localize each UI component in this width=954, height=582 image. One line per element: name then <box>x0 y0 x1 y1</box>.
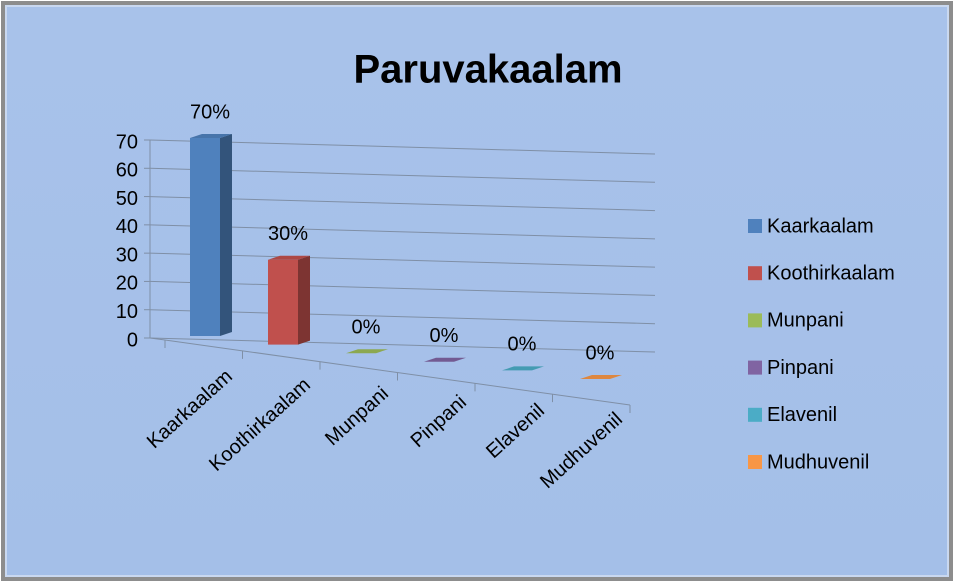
bar-top <box>502 366 544 371</box>
y-tick-label: 10 <box>116 301 138 323</box>
grid-line <box>149 252 656 268</box>
data-label: 0% <box>508 334 537 356</box>
legend-label: Pinpani <box>767 357 834 379</box>
bar-side <box>220 134 232 336</box>
grid-line <box>149 337 656 353</box>
bar <box>190 138 220 336</box>
legend-swatch <box>748 360 762 375</box>
grid-line <box>149 280 656 296</box>
y-tick-label: 60 <box>116 160 138 182</box>
chart-title: Paruvakaalam <box>353 48 622 92</box>
y-tick-label: 30 <box>116 244 138 266</box>
legend-swatch <box>748 219 762 233</box>
legend-label: Kaarkaalam <box>767 215 874 237</box>
y-tick-label: 40 <box>116 216 138 238</box>
grid-line <box>149 139 656 155</box>
data-label: 0% <box>586 342 615 364</box>
y-tick-label: 70 <box>116 131 138 153</box>
legend-label: Munpani <box>767 310 844 332</box>
bar-top <box>580 375 622 379</box>
plot-background <box>5 5 949 577</box>
data-label: 70% <box>190 101 230 123</box>
legend-label: Mudhuvenil <box>767 451 869 473</box>
bar-top <box>424 357 466 362</box>
bar <box>268 259 298 345</box>
grid-line <box>149 196 656 212</box>
grid-line <box>149 167 656 183</box>
y-tick-label: 0 <box>127 329 138 351</box>
grid-line <box>149 224 656 240</box>
data-label: 0% <box>430 325 459 347</box>
floor-side <box>149 337 166 341</box>
bar-top <box>190 134 232 138</box>
legend-swatch <box>748 455 762 469</box>
y-tick-label: 50 <box>116 188 138 210</box>
legend-label: Elavenil <box>767 404 837 426</box>
bar-side <box>298 255 310 345</box>
data-label: 0% <box>352 316 381 338</box>
grid-line <box>149 309 656 325</box>
legend-swatch <box>748 313 762 328</box>
bar-top <box>346 349 388 354</box>
bar-top <box>268 255 310 260</box>
legend-swatch <box>748 266 762 281</box>
data-label: 30% <box>268 223 308 245</box>
legend-swatch <box>748 407 762 422</box>
legend-label: Koothirkaalam <box>767 262 895 284</box>
y-tick-label: 20 <box>116 273 138 295</box>
